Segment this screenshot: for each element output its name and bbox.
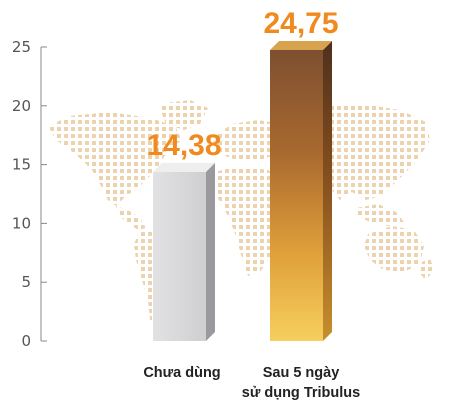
category-label: Sau 5 ngày	[263, 365, 340, 381]
category-labels: Chưa dùng Sau 5 ngày sử dụng Tribulus	[143, 365, 360, 401]
data-labels: 14,38 24,75	[146, 7, 338, 162]
world-map-background	[48, 100, 434, 326]
bar-front	[153, 171, 206, 341]
y-tick-label: 25	[12, 38, 31, 56]
category-label: sử dụng Tribulus	[242, 385, 360, 401]
bar-1	[153, 162, 215, 341]
category-label: Chưa dùng	[143, 365, 220, 381]
data-label: 14,38	[146, 129, 221, 162]
y-tick-label: 15	[12, 156, 31, 174]
bar-top	[153, 162, 215, 172]
bar-side	[323, 40, 332, 341]
bars	[153, 40, 332, 341]
y-axis-ticks: 0 5 10 15 20 25	[12, 38, 47, 350]
bar-top	[270, 40, 332, 50]
y-tick-label: 0	[21, 332, 31, 350]
data-label: 24,75	[263, 7, 338, 40]
bar-2	[270, 40, 332, 341]
bar-front	[270, 49, 323, 341]
y-tick-label: 20	[12, 97, 31, 115]
bar-side	[206, 162, 215, 341]
y-tick-label: 5	[21, 273, 31, 291]
y-tick-label: 10	[12, 214, 31, 232]
